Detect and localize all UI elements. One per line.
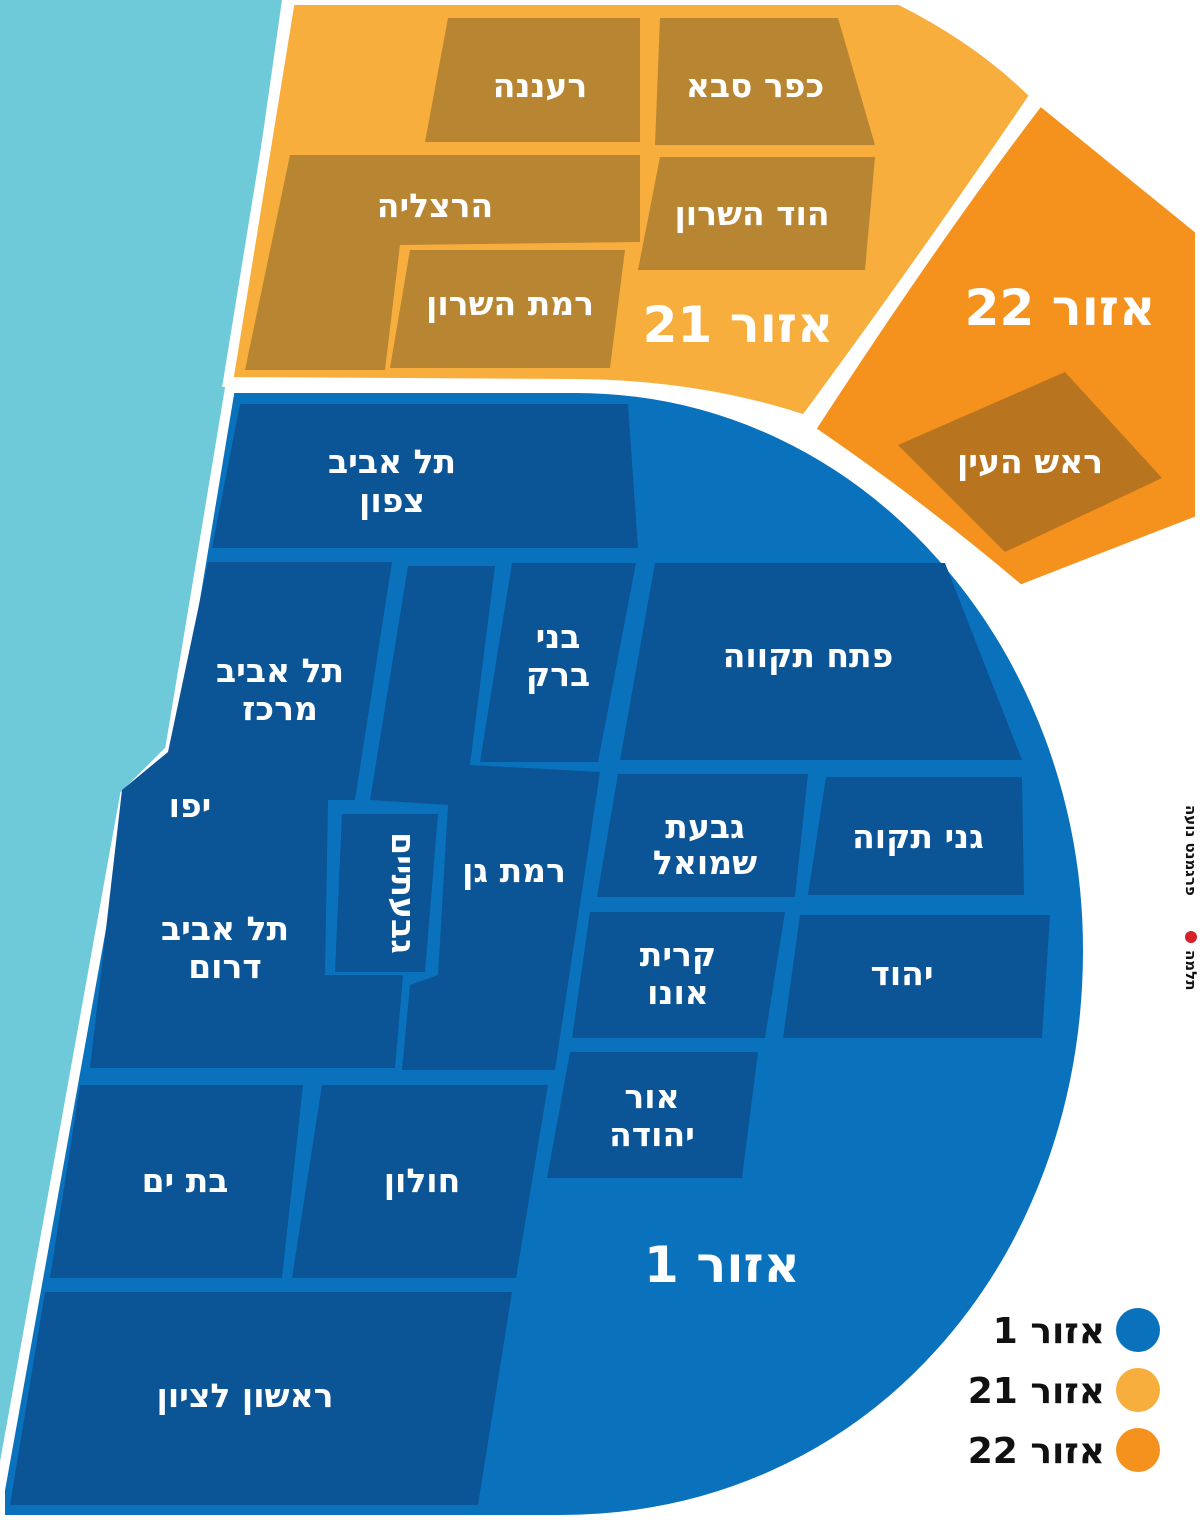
zone-21-title: אזור 21 (643, 296, 834, 354)
credit: פרגמנט נועה תלמה (1182, 805, 1200, 990)
legend-label-zone-21: אזור 21 (968, 1371, 1105, 1412)
ta-center-label-2: מרכז (242, 689, 318, 728)
legend-swatch-zone-21 (1116, 1368, 1160, 1412)
herzliya-label: הרצליה (377, 186, 493, 225)
or-yehuda-block[interactable] (547, 1052, 758, 1178)
legend-swatch-zone-1 (1116, 1308, 1160, 1352)
zone-1-labels: תל אביב צפון תל אביב מרכז יפו תל אביב דר… (142, 442, 984, 1415)
rosh-haayin-block[interactable] (898, 372, 1162, 552)
herzliya-block[interactable] (245, 155, 640, 370)
ramat-hasharon-label: רמת השרון (426, 284, 594, 323)
ganei-tikva-label: גני תקוה (852, 817, 984, 856)
bnei-brak-label-2: ברק (526, 655, 590, 694)
zone-21-cities (245, 18, 875, 370)
ta-center-label-1: תל אביב (216, 651, 344, 690)
ramat-hasharon-block[interactable] (390, 250, 625, 368)
ramat-gan-block[interactable] (370, 566, 600, 1070)
legend: אזור 1 אזור 21 אזור 22 (968, 1308, 1160, 1472)
bat-yam-block[interactable] (50, 1085, 303, 1278)
ta-south-label-2: דרום (188, 947, 262, 986)
ta-center-yafo-south-block[interactable] (90, 562, 403, 1068)
hod-hasharon-label: הוד השרון (674, 194, 829, 233)
bnei-brak-label-1: בני (536, 617, 581, 656)
kfar-saba-block[interactable] (655, 18, 875, 145)
givatayim-block[interactable] (335, 814, 438, 972)
zone-22-title: אזור 22 (965, 279, 1156, 337)
kiryat-ono-block[interactable] (572, 912, 785, 1038)
or-yehuda-label-2: יהודה (609, 1115, 695, 1154)
zone-1-title: אזור 1 (644, 1236, 800, 1294)
ta-north-label-1: תל אביב (328, 442, 456, 481)
raanana-block[interactable] (425, 18, 640, 142)
or-yehuda-label-1: אור (624, 1077, 679, 1116)
credit-source: תלמה (1182, 950, 1200, 990)
credit-dot (1185, 931, 1197, 943)
petah-tikva-label: פתח תקווה (723, 636, 894, 675)
ta-north-label-2: צפון (359, 481, 425, 520)
petah-tikva-block[interactable] (620, 563, 1022, 760)
givat-shmuel-label-2: שמואל (653, 843, 757, 882)
ramat-gan-label: רמת גן (462, 851, 566, 890)
ganei-tikva-block[interactable] (808, 777, 1024, 895)
rishon-label: ראשון לציון (157, 1376, 334, 1415)
ta-north-block[interactable] (212, 404, 638, 548)
legend-swatch-zone-22 (1116, 1428, 1160, 1472)
yafo-label: יפו (169, 786, 212, 825)
zone-1-cities (10, 404, 1050, 1505)
credit-text: פרגמנט נועה (1182, 805, 1200, 896)
hod-hasharon-block[interactable] (638, 157, 875, 270)
rosh-haayin-label: ראש העין (957, 442, 1103, 481)
givatayim-label: גבעתיים (384, 832, 423, 954)
bnei-brak-block[interactable] (480, 563, 636, 762)
legend-label-zone-22: אזור 22 (968, 1431, 1105, 1472)
zone-21-labels: כפר סבא רעננה הרצליה הוד השרון רמת השרון (377, 66, 830, 323)
yehud-block[interactable] (783, 915, 1050, 1038)
yehud-label: יהוד (870, 954, 933, 993)
ta-south-label-1: תל אביב (161, 909, 289, 948)
raanana-label: רעננה (493, 66, 587, 105)
holon-block[interactable] (292, 1085, 548, 1278)
kiryat-ono-label-2: אונו (647, 973, 709, 1012)
legend-label-zone-1: אזור 1 (993, 1311, 1105, 1352)
sea (0, 0, 282, 1480)
givat-shmuel-label-1: גבעת (665, 807, 744, 846)
rishon-block[interactable] (10, 1292, 512, 1505)
givat-shmuel-block[interactable] (597, 774, 808, 897)
kiryat-ono-label-1: קרית (640, 935, 716, 974)
holon-label: חולון (384, 1161, 461, 1200)
bat-yam-label: בת ים (142, 1161, 229, 1200)
kfar-saba-label: כפר סבא (686, 66, 824, 105)
